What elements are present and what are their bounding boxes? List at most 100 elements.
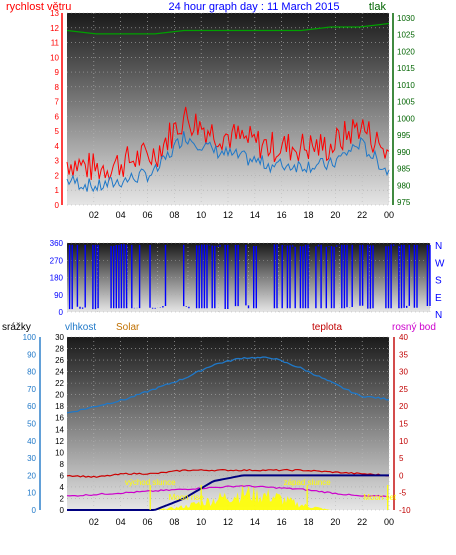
top-x-tick-label: 12 — [223, 210, 233, 220]
top-x-tick-label: 02 — [89, 210, 99, 220]
sunrise-annotation: východ slunce — [125, 478, 176, 487]
top-x-tick-label: 18 — [303, 210, 313, 220]
top-right-tick-label: 1020 — [397, 47, 415, 56]
bottom-x-tick-label: 22 — [357, 517, 367, 527]
teplota-series-line — [66, 468, 389, 478]
bottom-second-tick-label: 8 — [60, 460, 65, 469]
bottom-left-tick-label: 70 — [27, 385, 36, 394]
teplota-label: teplota — [312, 322, 342, 333]
top-left-tick-label: 0 — [55, 201, 60, 210]
top-right-tick-label: 1010 — [397, 81, 415, 90]
bottom-x-tick-label: 20 — [330, 517, 340, 527]
top-right-tick-label: 1015 — [397, 64, 415, 73]
wind-speed-series-line — [66, 131, 390, 193]
bottom-second-tick-label: 14 — [55, 425, 64, 434]
bottom-right-tick-label: -10 — [399, 506, 411, 515]
middle-right-tick-label: N — [435, 241, 442, 252]
bottom-left-tick-label: 20 — [27, 471, 36, 480]
top-left-tick-label: 6 — [55, 112, 60, 121]
middle-right-tick-label: W — [435, 258, 445, 269]
bottom-x-tick-label: 02 — [89, 517, 99, 527]
bottom-right-tick-label: 20 — [399, 402, 408, 411]
bottom-second-tick-label: 18 — [55, 402, 64, 411]
top-left-tick-label: 1 — [55, 186, 60, 195]
top-x-tick-label: 04 — [116, 210, 126, 220]
bottom-second-tick-label: 2 — [60, 494, 65, 503]
bottom-second-tick-label: 12 — [55, 437, 64, 446]
bottom-x-tick-label: 16 — [277, 517, 287, 527]
top-x-tick-label: 16 — [277, 210, 287, 220]
bottom-x-tick-label: 04 — [116, 517, 126, 527]
middle-right-tick-label: S — [435, 276, 442, 287]
top-x-tick-label: 08 — [169, 210, 179, 220]
bottom-right-tick-label: 5 — [399, 454, 404, 463]
vlhkost-label: vlhkost — [65, 322, 96, 333]
solar-series-area — [67, 483, 389, 510]
bottom-second-tick-label: 16 — [55, 414, 64, 423]
top-right-tick-label: 975 — [397, 198, 411, 207]
bottom-left-tick-label: 90 — [27, 350, 36, 359]
bottom-left-tick-label: 40 — [27, 437, 36, 446]
bottom-second-tick-label: 30 — [55, 333, 64, 342]
top-x-tick-label: 10 — [196, 210, 206, 220]
bottom-right-tick-label: -5 — [399, 489, 407, 498]
bottom-x-tick-label: 12 — [223, 517, 233, 527]
bottom-x-tick-label: 18 — [303, 517, 313, 527]
top-x-tick-label: 20 — [330, 210, 340, 220]
top-left-tick-label: 3 — [55, 157, 60, 166]
bottom-left-tick-label: 0 — [32, 506, 37, 515]
bottom-panel-background — [67, 337, 389, 510]
sunset-annotation: západ slunce — [284, 478, 332, 487]
top-left-tick-label: 4 — [55, 142, 60, 151]
bottom-right-tick-label: 40 — [399, 333, 408, 342]
bottom-second-tick-label: 22 — [55, 379, 64, 388]
middle-left-tick-label: 0 — [59, 308, 64, 317]
bottom-left-tick-label: 80 — [27, 368, 36, 377]
bottom-x-tick-label: 08 — [169, 517, 179, 527]
top-x-tick-label: 06 — [142, 210, 152, 220]
top-right-tick-label: 995 — [397, 131, 411, 140]
vlhkost-series-line — [66, 356, 390, 414]
top-right-tick-label: 980 — [397, 181, 411, 190]
top-left-tick-label: 2 — [55, 171, 60, 180]
chart-title: 24 hour graph day : 11 March 2015 — [168, 1, 339, 13]
bottom-second-tick-label: 28 — [55, 345, 64, 354]
bottom-second-tick-label: 10 — [55, 448, 64, 457]
top-left-tick-label: 13 — [50, 9, 59, 18]
top-left-tick-label: 8 — [55, 83, 60, 92]
srazky-label: srážky — [2, 322, 31, 333]
middle-left-tick-label: 360 — [50, 239, 64, 248]
moon-rise-annotation: Moon rise — [169, 493, 205, 502]
bottom-second-tick-label: 20 — [55, 391, 64, 400]
bottom-left-tick-label: 30 — [27, 454, 36, 463]
bottom-second-tick-label: 4 — [60, 483, 65, 492]
bottom-x-tick-label: 06 — [142, 517, 152, 527]
moon-set-annotation: Moon set — [363, 493, 397, 502]
bottom-right-tick-label: 35 — [399, 350, 408, 359]
bottom-left-tick-label: 50 — [27, 420, 36, 429]
bottom-x-tick-label: 00 — [384, 517, 394, 527]
top-left-label: rychlost větru — [6, 1, 71, 13]
top-right-tick-label: 985 — [397, 165, 411, 174]
middle-left-tick-label: 90 — [54, 291, 63, 300]
pressure-series-line — [66, 22, 390, 35]
middle-left-tick-label: 180 — [50, 274, 64, 283]
bottom-right-tick-label: 15 — [399, 420, 408, 429]
rosny-bod-label: rosný bod — [392, 322, 436, 333]
middle-left-tick-label: 270 — [50, 256, 64, 265]
top-right-tick-label: 990 — [397, 148, 411, 157]
bottom-right-tick-label: 0 — [399, 471, 404, 480]
bottom-second-tick-label: 6 — [60, 471, 65, 480]
top-left-tick-label: 11 — [51, 39, 60, 48]
middle-right-tick-label: N — [435, 310, 442, 321]
wind-gust-series-line — [66, 106, 390, 182]
bottom-second-tick-label: 26 — [55, 356, 64, 365]
top-x-tick-label: 00 — [384, 210, 394, 220]
top-x-tick-label: 22 — [357, 210, 367, 220]
bottom-left-tick-label: 60 — [27, 402, 36, 411]
srazky-series-line — [67, 474, 389, 511]
bottom-x-tick-label: 10 — [196, 517, 206, 527]
top-right-tick-label: 1030 — [397, 14, 415, 23]
top-x-tick-label: 14 — [250, 210, 260, 220]
